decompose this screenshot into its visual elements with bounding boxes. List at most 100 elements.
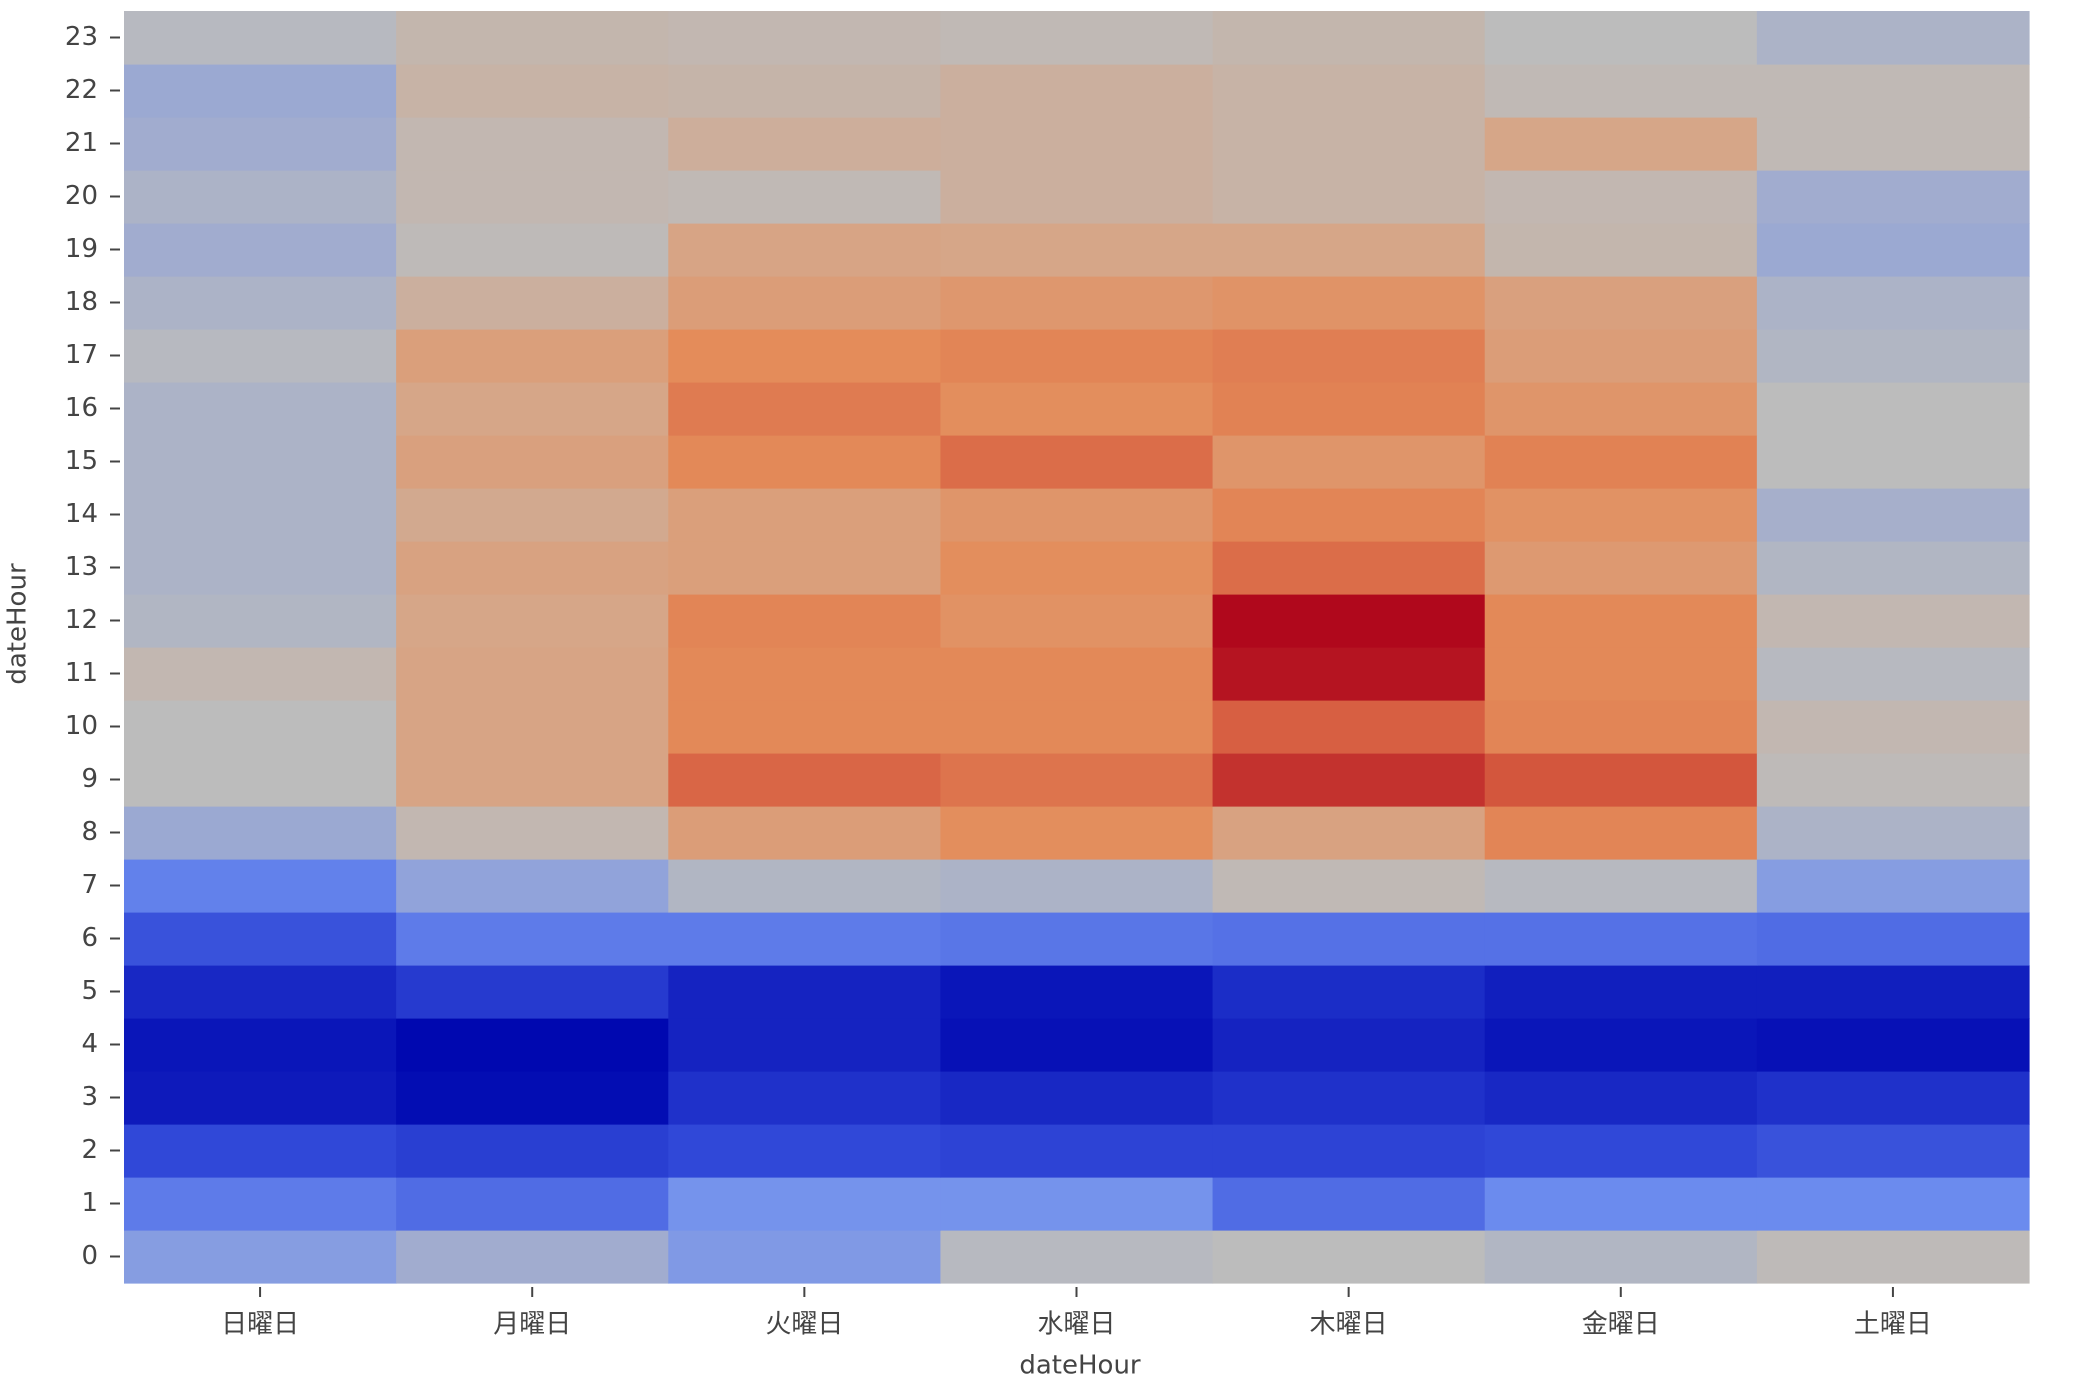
heatmap-cell xyxy=(1756,912,2030,966)
heatmap-cell xyxy=(396,1230,669,1284)
heatmap-cell xyxy=(1484,329,1758,383)
heatmap-cell xyxy=(396,170,669,224)
heatmap-cell xyxy=(668,170,942,224)
heatmap-cell xyxy=(124,276,397,330)
heatmap-cell xyxy=(668,329,942,383)
heatmap-cell xyxy=(1756,1230,2030,1284)
heatmap-cell xyxy=(124,435,397,489)
heatmap-cell xyxy=(668,435,942,489)
heatmap-cell xyxy=(1212,1071,1486,1125)
heatmap-cell xyxy=(1212,1230,1486,1284)
y-tick-label: 9 xyxy=(81,764,98,794)
heatmap-cell xyxy=(1484,276,1758,330)
heatmap-cell xyxy=(124,329,397,383)
heatmap-cell xyxy=(940,382,1214,436)
heatmap-cell xyxy=(1212,594,1486,648)
heatmap-cell xyxy=(1484,170,1758,224)
heatmap-cell xyxy=(124,64,397,118)
heatmap-cell xyxy=(940,753,1214,807)
heatmap-cell xyxy=(1484,965,1758,1019)
heatmap-cell xyxy=(1756,541,2030,595)
heatmap-cell xyxy=(396,488,669,542)
heatmap-cell xyxy=(940,647,1214,701)
heatmap-cell xyxy=(124,753,397,807)
heatmap-cell xyxy=(396,276,669,330)
y-tick-label: 15 xyxy=(65,446,98,476)
heatmap-cell xyxy=(1484,753,1758,807)
x-tick-label: 木曜日 xyxy=(1310,1310,1388,1340)
heatmap-cell xyxy=(668,276,942,330)
heatmap-cell xyxy=(1756,329,2030,383)
heatmap-cell xyxy=(1212,753,1486,807)
y-tick-label: 3 xyxy=(81,1082,98,1112)
y-tick-label: 0 xyxy=(81,1241,98,1271)
x-tick-label: 火曜日 xyxy=(765,1310,843,1340)
heatmap-cell xyxy=(1756,1018,2030,1072)
heatmap-cell xyxy=(396,1177,669,1231)
heatmap-cell xyxy=(124,541,397,595)
heatmap-cell xyxy=(940,64,1214,118)
heatmap-cell xyxy=(1212,488,1486,542)
heatmap-cell xyxy=(124,912,397,966)
heatmap-cell xyxy=(1484,1018,1758,1072)
heatmap-cell xyxy=(124,488,397,542)
heatmap-cell xyxy=(940,1124,1214,1178)
heatmap-cell xyxy=(1212,382,1486,436)
heatmap-cell xyxy=(396,223,669,277)
heatmap-cell xyxy=(1484,435,1758,489)
heatmap-cell xyxy=(1756,117,2030,171)
y-tick-label: 8 xyxy=(81,817,98,847)
heatmap-cell xyxy=(1212,1177,1486,1231)
heatmap-cell xyxy=(1756,223,2030,277)
heatmap-cell xyxy=(1484,11,1758,65)
heatmap-cell xyxy=(1212,647,1486,701)
heatmap-cell xyxy=(940,1018,1214,1072)
heatmap-cell xyxy=(668,1071,942,1125)
heatmap-cell xyxy=(1756,435,2030,489)
heatmap-cell xyxy=(396,753,669,807)
heatmap-cell xyxy=(1212,965,1486,1019)
heatmap-cell xyxy=(1484,64,1758,118)
heatmap-cell xyxy=(940,223,1214,277)
heatmap-cell xyxy=(396,117,669,171)
heatmap-cell xyxy=(124,1124,397,1178)
heatmap-cell xyxy=(396,700,669,754)
heatmap-cell xyxy=(940,1230,1214,1284)
y-tick-label: 16 xyxy=(65,393,98,423)
heatmap-cell xyxy=(396,859,669,913)
y-tick-label: 12 xyxy=(65,605,98,635)
heatmap-cell xyxy=(1212,912,1486,966)
heatmap-cell xyxy=(1756,753,2030,807)
heatmap-cell xyxy=(396,382,669,436)
heatmap-cell xyxy=(668,647,942,701)
heatmap-cell xyxy=(668,488,942,542)
heatmap-cell xyxy=(668,1124,942,1178)
heatmap-cell xyxy=(940,541,1214,595)
heatmap-cell xyxy=(940,912,1214,966)
heatmap-cell xyxy=(1756,1177,2030,1231)
heatmap-cell xyxy=(1212,11,1486,65)
heatmap-cell xyxy=(1756,1124,2030,1178)
heatmap-cell xyxy=(124,965,397,1019)
y-tick-label: 18 xyxy=(65,287,98,317)
heatmap-cell xyxy=(1484,806,1758,860)
heatmap-cell xyxy=(668,1230,942,1284)
heatmap-cell xyxy=(1212,117,1486,171)
heatmap-cell xyxy=(396,1124,669,1178)
heatmap-cell xyxy=(124,594,397,648)
heatmap-cell xyxy=(668,11,942,65)
heatmap-cell xyxy=(124,170,397,224)
heatmap-cell xyxy=(1212,223,1486,277)
heatmap-cell xyxy=(940,435,1214,489)
heatmap-cell xyxy=(668,541,942,595)
heatmap-cell xyxy=(1756,594,2030,648)
heatmap-cell xyxy=(1212,541,1486,595)
y-tick-label: 11 xyxy=(65,658,98,688)
y-tick-label: 22 xyxy=(65,75,98,105)
y-axis-label: dateHour xyxy=(3,563,33,685)
heatmap-cell xyxy=(124,1071,397,1125)
heatmap-cell xyxy=(1212,435,1486,489)
heatmap-cell xyxy=(1756,64,2030,118)
y-tick-label: 6 xyxy=(81,923,98,953)
